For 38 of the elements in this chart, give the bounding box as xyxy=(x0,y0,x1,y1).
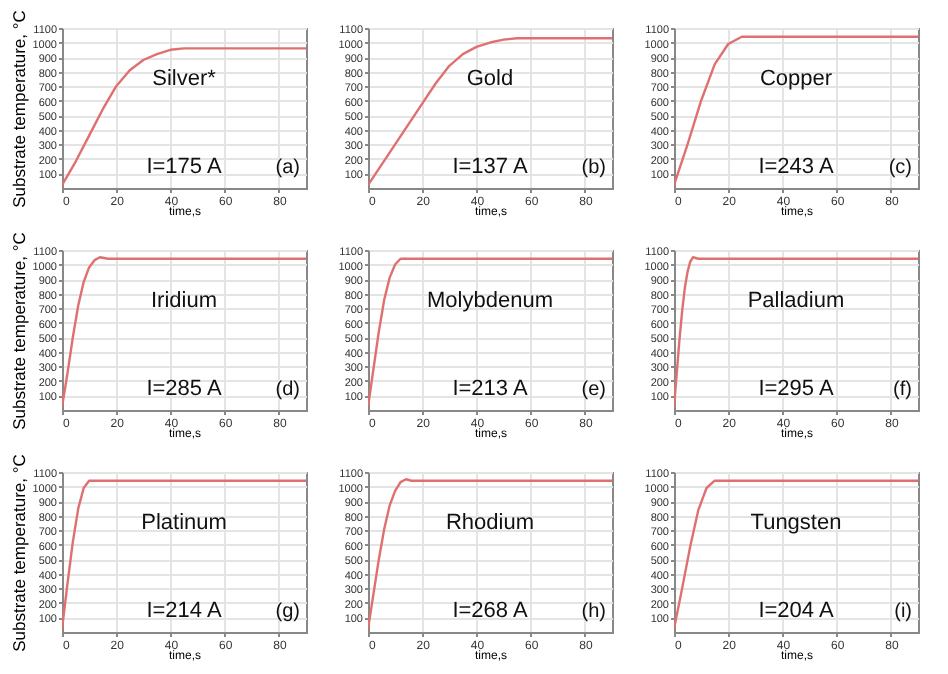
annotation: Iridium xyxy=(150,289,218,314)
annotation: I=213 A xyxy=(452,377,529,402)
annotation: (a) xyxy=(275,157,300,180)
annotation: Palladium xyxy=(747,289,845,314)
annotation: Tungsten xyxy=(750,511,842,536)
annotation: (g) xyxy=(275,601,300,624)
annotation: (e) xyxy=(581,379,606,402)
line-series xyxy=(62,256,306,409)
annotation: Molybdenum xyxy=(427,289,553,314)
annotation: I=137 A xyxy=(452,155,529,180)
line-series xyxy=(62,479,306,631)
annotation: (f) xyxy=(893,379,912,402)
annotation: Gold xyxy=(466,67,514,92)
annotation: (b) xyxy=(581,157,606,180)
line-series xyxy=(674,479,918,631)
annotation: (c) xyxy=(888,157,912,180)
annotation: I=214 A xyxy=(146,599,223,624)
annotation: I=285 A xyxy=(146,377,223,402)
annotation: Platinum xyxy=(141,511,227,536)
line-series xyxy=(368,36,612,187)
annotation: I=268 A xyxy=(452,599,529,624)
y-axis-title: Substrate temperature, °C xyxy=(8,454,29,652)
annotation: I=243 A xyxy=(758,155,835,180)
annotation: Copper xyxy=(759,67,833,92)
line-series xyxy=(368,257,612,409)
annotation: Rhodium xyxy=(445,511,535,536)
line-series xyxy=(674,35,918,187)
line-series xyxy=(368,478,612,631)
y-axis-title: Substrate temperature, °C xyxy=(8,10,29,208)
annotation: I=295 A xyxy=(758,377,835,402)
annotation: I=175 A xyxy=(146,155,223,180)
line-series xyxy=(674,256,918,409)
y-axis-title: Substrate temperature, °C xyxy=(8,232,29,430)
annotation: Silver* xyxy=(152,67,218,92)
annotation: I=204 A xyxy=(758,599,835,624)
annotation: (h) xyxy=(581,601,606,624)
annotation: (d) xyxy=(275,379,300,402)
annotation: (i) xyxy=(894,601,912,624)
